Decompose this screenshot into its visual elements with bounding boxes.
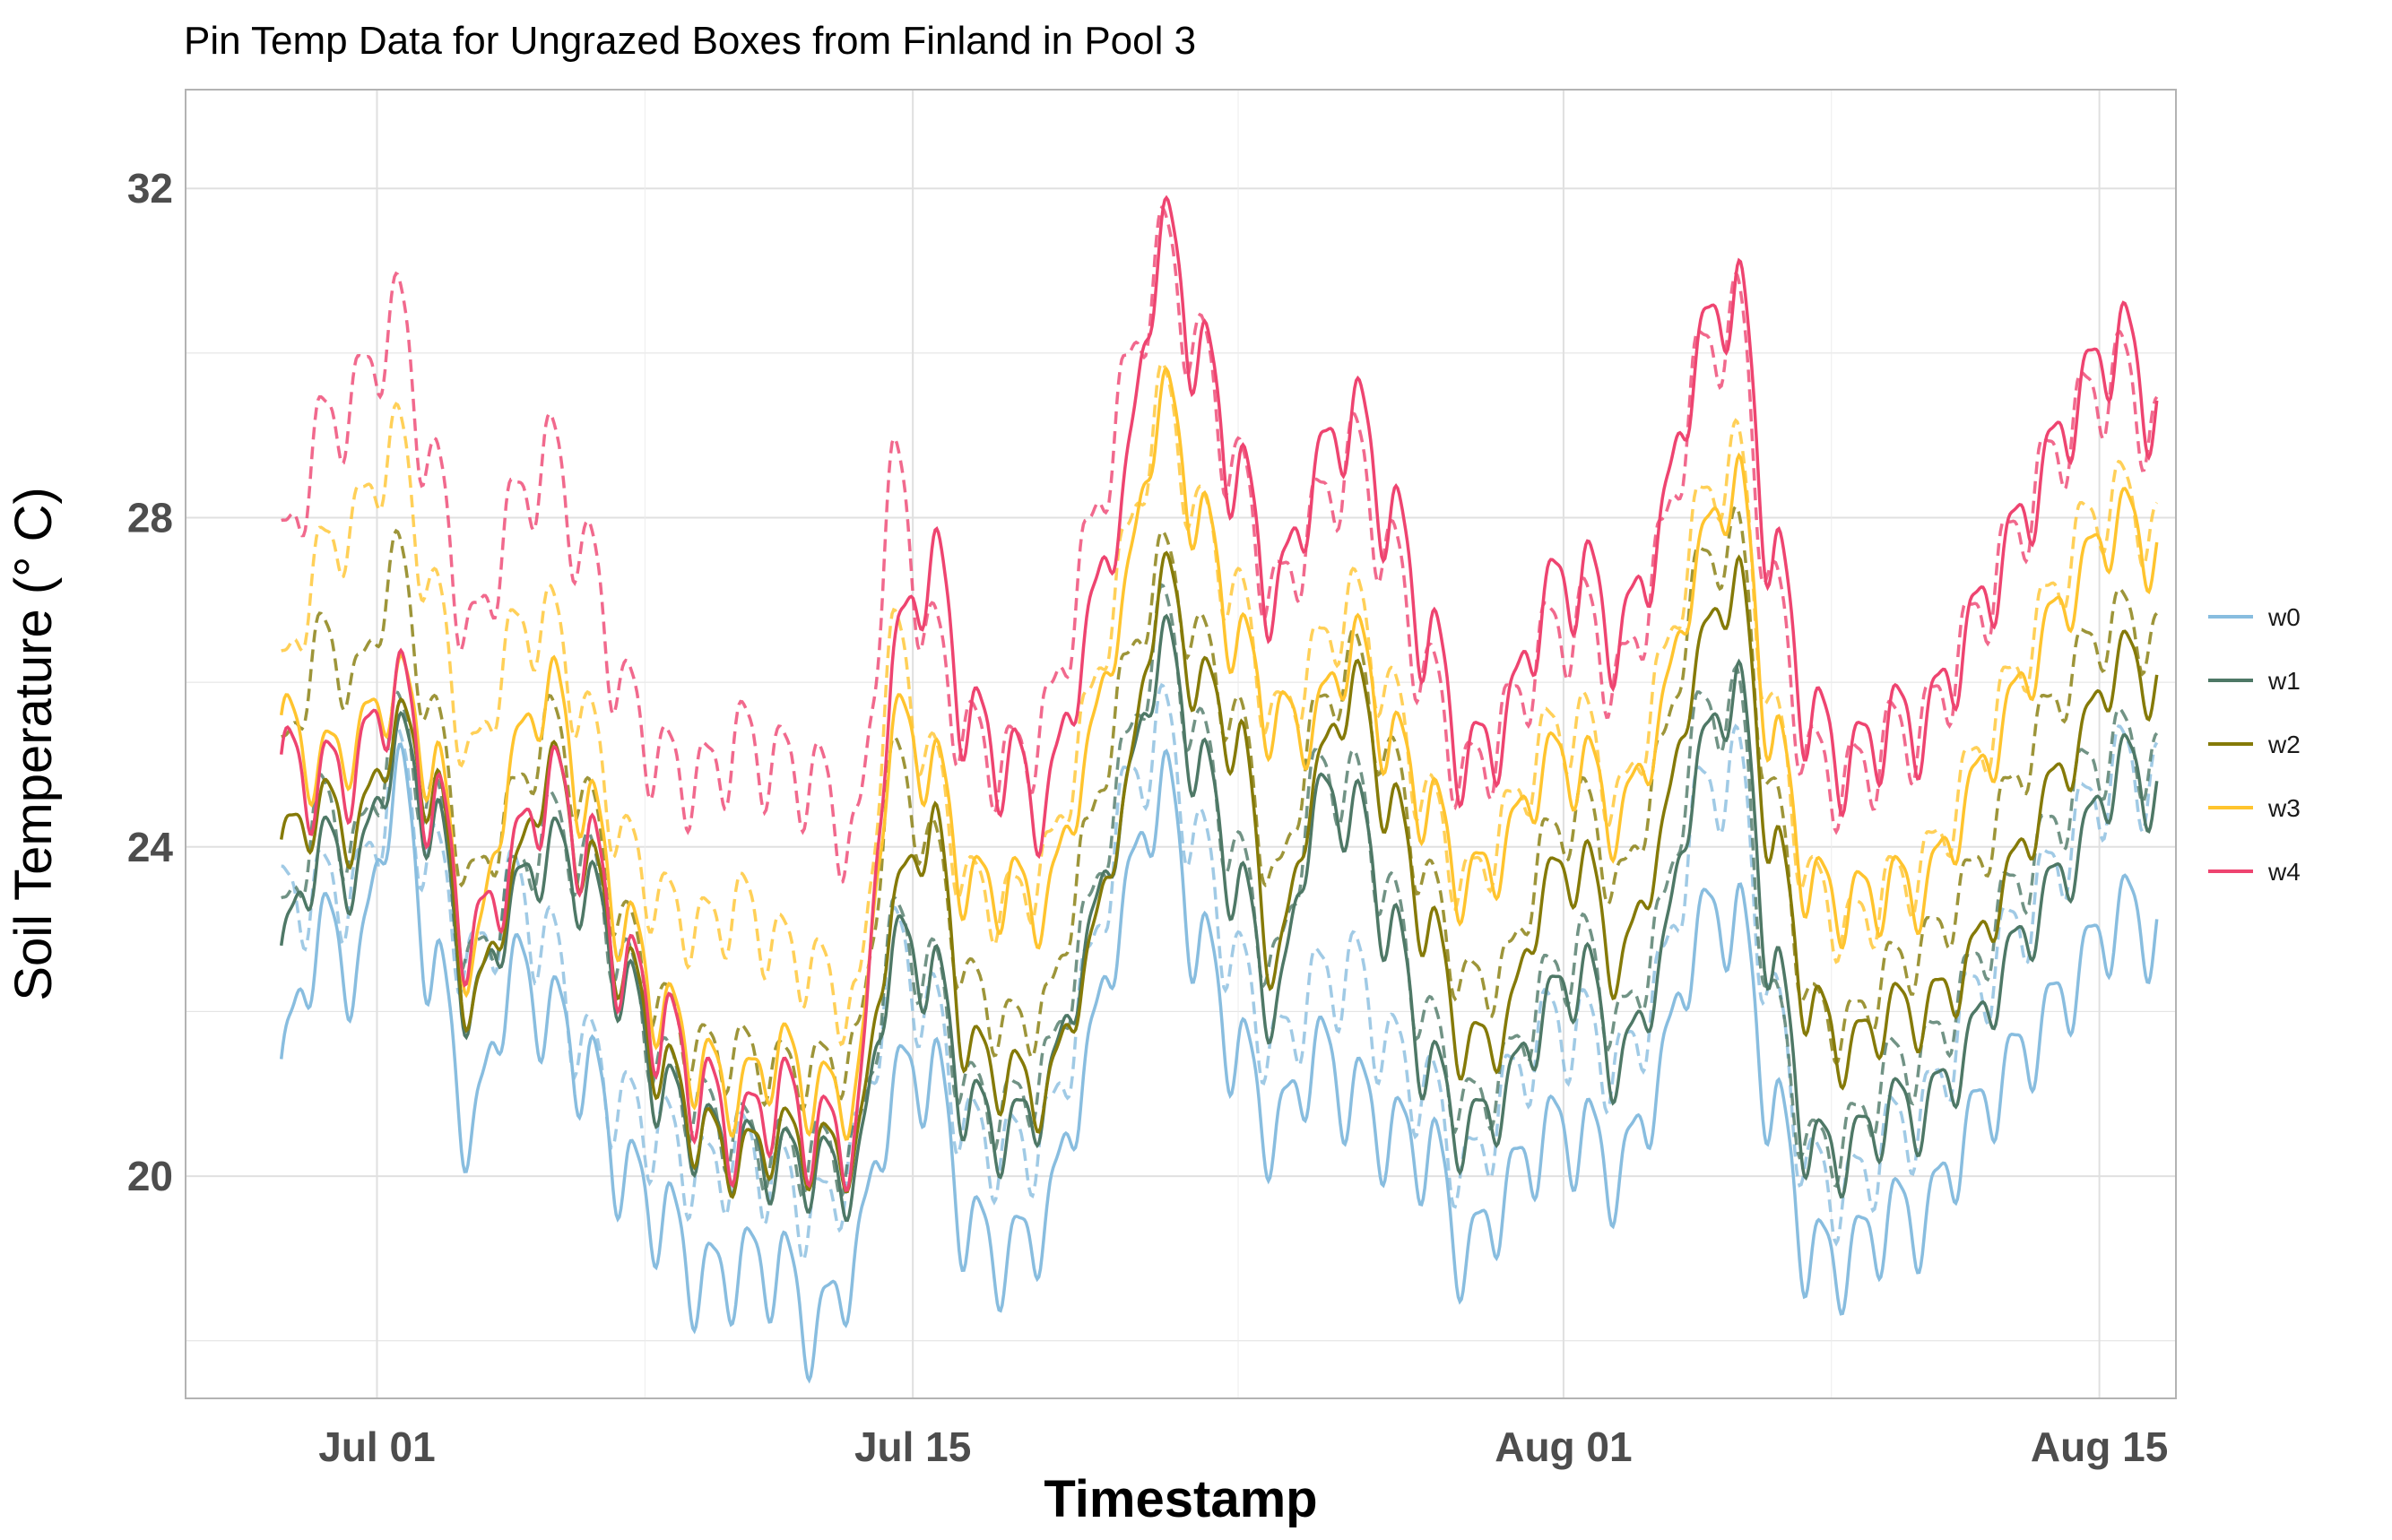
legend: w0 w1 w2 w3 w4	[2208, 603, 2301, 886]
series-line-w4	[279, 195, 2159, 1192]
x-tick-label: Jul 15	[854, 1423, 971, 1470]
series-lines	[279, 195, 2159, 1384]
x-tick-labels: Jul 01 Jul 15 Aug 01 Aug 15	[318, 1423, 2168, 1470]
x-axis-title: Timestamp	[1044, 1470, 1317, 1528]
chart-title: Pin Temp Data for Ungrazed Boxes from Fi…	[184, 19, 1196, 63]
legend-label-w4: w4	[2267, 858, 2301, 886]
series-line-w0	[279, 742, 2159, 1384]
series-line-w2	[279, 550, 2159, 1199]
y-axis-title: Soil Temperature (° C)	[4, 487, 63, 1000]
legend-label-w3: w3	[2267, 794, 2301, 822]
y-tick-label: 32	[127, 165, 173, 212]
series-line-w1	[279, 613, 2159, 1223]
legend-label-w1: w1	[2267, 667, 2301, 695]
series-line-w2-dashed	[281, 504, 2159, 1112]
y-tick-label: 28	[127, 494, 173, 541]
legend-label-w0: w0	[2267, 603, 2301, 631]
x-tick-label: Jul 01	[318, 1423, 435, 1470]
series-line-w3-dashed	[281, 360, 2159, 1047]
plot-panel-border	[185, 89, 2177, 1399]
y-tick-labels: 20 24 28 32	[127, 165, 174, 1199]
x-tick-label: Aug 01	[1495, 1423, 1632, 1470]
y-tick-label: 24	[127, 824, 174, 870]
series-line-w4-dashed	[281, 205, 2159, 884]
legend-label-w2: w2	[2267, 731, 2301, 758]
x-tick-label: Aug 15	[2031, 1423, 2168, 1470]
y-tick-label: 20	[127, 1153, 173, 1199]
series-line-w3	[279, 367, 2159, 1141]
